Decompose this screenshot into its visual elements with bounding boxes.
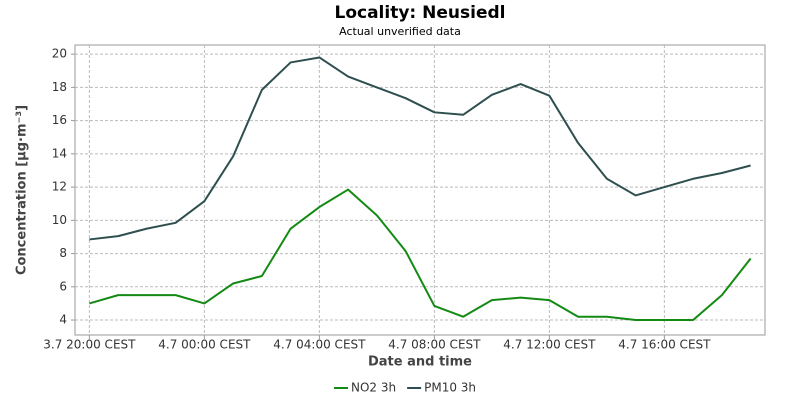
x-tick-label: 4.7 12:00 CEST <box>503 338 596 352</box>
legend-label: NO2 3h <box>351 381 396 395</box>
y-tick-label: 10 <box>52 213 67 227</box>
x-tick-label: 4.7 16:00 CEST <box>618 338 711 352</box>
data-line <box>89 56 751 241</box>
y-tick-label: 4 <box>59 313 67 327</box>
x-tick-label: 4.7 04:00 CEST <box>273 338 366 352</box>
x-tick-label: 4.7 08:00 CEST <box>388 338 481 352</box>
y-tick-label: 20 <box>52 47 67 61</box>
x-tick-label: 4.7 00:00 CEST <box>158 338 251 352</box>
y-tick-label: 14 <box>52 146 67 160</box>
y-tick-label: 18 <box>52 80 67 94</box>
data-line <box>89 188 752 322</box>
legend-label: PM10 3h <box>424 381 476 395</box>
x-axis-label: Date and time <box>368 355 472 370</box>
y-tick-label: 16 <box>52 113 67 127</box>
y-tick-label: 8 <box>59 246 67 260</box>
x-tick-label: 3.7 20:00 CEST <box>43 338 136 352</box>
plot-area <box>74 44 766 336</box>
chart-title: Locality: Neusiedl <box>335 3 506 23</box>
y-axis-label: Concentration [µg·m⁻³] <box>15 105 30 275</box>
y-tick-label: 6 <box>59 279 67 293</box>
chart-subtitle: Actual unverified data <box>339 25 461 38</box>
y-tick-label: 12 <box>52 180 67 194</box>
